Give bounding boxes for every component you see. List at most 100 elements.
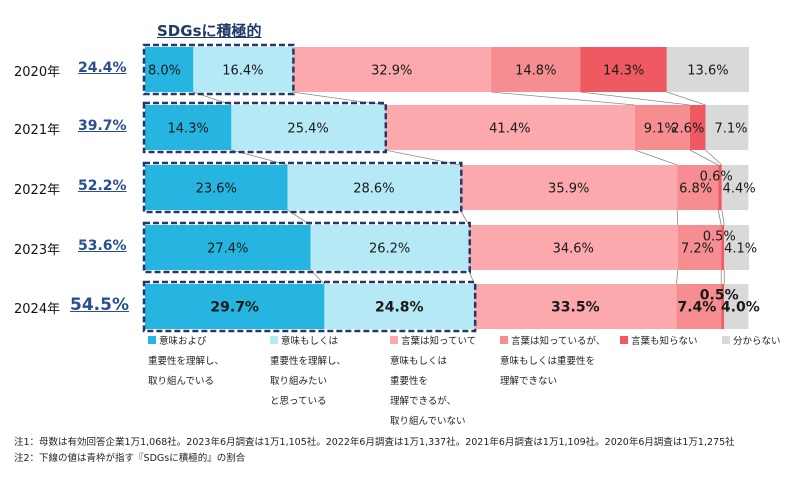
value-label: 9.1% [644,122,677,137]
connector-line [491,91,635,106]
legend-item: 言葉は知っているが、 意味もしくは重要性を 理解できない [500,332,605,392]
connector-line [634,149,678,166]
value-label: 24.8% [375,300,424,316]
connector-line [676,269,679,285]
highlight-total: 52.2% [78,177,127,194]
bar-segment [721,225,725,270]
connector-line [580,91,690,106]
bar-segment [145,284,325,329]
value-label: 7.4% [677,300,716,316]
connector-line [666,91,706,106]
connector-line [705,149,723,166]
bar-segment [718,165,722,210]
bar-segment [491,47,581,92]
value-label: 14.3% [168,122,209,137]
year-label: 2022年 [14,182,61,198]
highlight-frame [142,43,295,96]
legend-label: 言葉は知っているが、 意味もしくは重要性を 理解できない [500,336,606,387]
legend-swatch [390,336,398,344]
value-label: 0.5% [703,230,736,245]
value-label: 13.6% [687,64,728,79]
chart-title: SDGsに積極的 [157,22,262,40]
legend-label: 意味もしくは 重要性を理解し、 取り組みたい と思っている [270,336,347,407]
bar-segment [676,284,722,329]
bar-segment [460,165,678,210]
highlight-frame [142,161,463,214]
bar-segment [145,225,311,270]
highlight-total: 53.6% [78,237,127,254]
value-label: 25.4% [287,122,328,137]
legend-label: 分からない [733,336,781,347]
value-label: 28.6% [353,182,394,197]
value-label: 41.4% [489,122,530,137]
connector-line [689,149,719,166]
legend-swatch [620,336,628,344]
bar-segment [310,225,469,270]
year-label: 2021年 [14,122,61,138]
value-label: 14.8% [515,64,556,79]
connector-line [717,209,722,226]
value-label: 0.6% [700,170,733,185]
value-label: 33.5% [551,300,600,316]
legend-item: 意味および 重要性を理解し、 取り組んでいる [148,332,224,392]
value-label: 35.9% [548,182,589,197]
legend-label: 意味および 重要性を理解し、 取り組んでいる [148,336,225,387]
value-label: 26.2% [369,242,410,257]
legend-label: 言葉も知らない [631,336,698,347]
bar-segment [677,225,722,270]
bar-segment [721,284,725,329]
bar-segment [468,225,678,270]
legend-item: 言葉も知らない [620,332,698,352]
value-label: 16.4% [222,64,263,79]
bar-segment [580,47,667,92]
bar-segment [145,47,194,92]
connector-line [721,209,725,226]
bar-segment [287,165,461,210]
bar-segment [721,165,749,210]
bar-segment [384,105,635,150]
legend-swatch [500,336,508,344]
highlight-frame [142,280,477,333]
value-label: 7.2% [681,242,714,257]
connector-line [676,209,679,226]
legend-swatch [722,336,730,344]
value-label: 4.4% [723,182,756,197]
bar-segment [474,284,677,329]
connector-line [459,209,470,226]
value-label: 4.1% [724,242,757,257]
legend-label: 言葉は知っていて 意味もしくは 重要性を 理解できるが、 取り組んでいない [390,336,477,427]
legend-swatch [148,336,156,344]
connector-line [384,149,461,166]
legend-item: 分からない [722,332,781,352]
bar-segment [724,225,749,270]
highlight-total: 24.4% [78,59,127,76]
highlight-total: 54.5% [70,294,129,315]
value-label: 6.8% [679,182,712,197]
value-label: 34.6% [553,242,594,257]
highlight-total: 39.7% [78,117,127,134]
value-label: 2.6% [671,122,704,137]
bar-segment [145,165,288,210]
year-label: 2023年 [14,242,61,258]
bar-segment [292,47,492,92]
bar-segment [666,47,749,92]
bar-segment [705,105,749,150]
year-label: 2024年 [14,301,61,317]
year-label: 2020年 [14,64,61,80]
value-label: 23.6% [196,182,237,197]
value-label: 0.5% [700,288,739,304]
bar-segment [231,105,385,150]
value-label: 14.3% [603,64,644,79]
highlight-frame [142,101,388,154]
legend-item: 意味もしくは 重要性を理解し、 取り組みたい と思っている [270,332,346,412]
note-2: 注2：下線の値は青枠が指す『SDGsに積極的』の割合 [14,453,246,464]
note-1: 注1：母数は有効回答企業1万1,068社。2023年6月調査は1万1,105社。… [14,437,735,448]
bar-segment [677,165,719,210]
bar-segment [689,105,706,150]
bar-segment [145,105,232,150]
highlight-frame [142,221,471,274]
bar-segment [193,47,293,92]
bar-segment [724,284,749,329]
value-label: 27.4% [207,242,248,257]
